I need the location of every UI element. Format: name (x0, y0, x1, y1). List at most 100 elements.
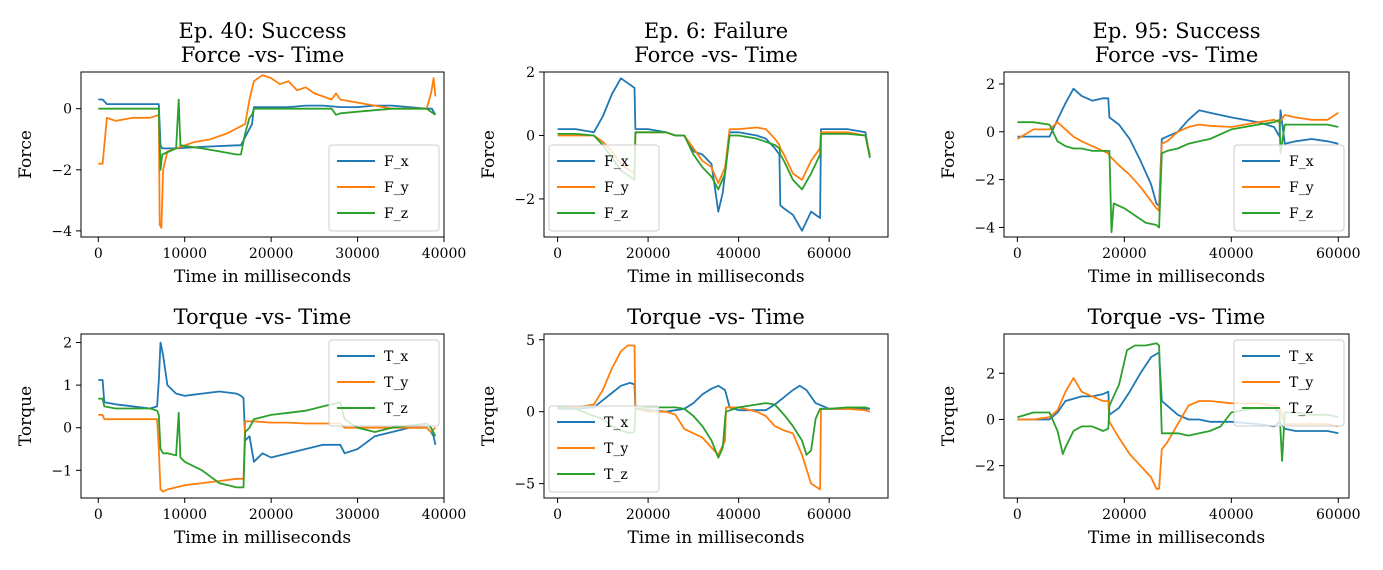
x-tick-label: 0 (94, 507, 103, 523)
series-group (98, 341, 437, 493)
legend-box (1233, 339, 1345, 427)
x-tick-label: 20000 (626, 507, 671, 523)
y-axis-label: Torque (16, 386, 36, 446)
legend-label: F_y (1289, 180, 1314, 196)
y-tick-label: −4 (51, 224, 72, 240)
x-tick-label: 10000 (162, 507, 207, 523)
series-line-f-x (557, 77, 871, 232)
y-tick-label: −2 (974, 173, 995, 189)
legend-label: F_x (384, 154, 409, 170)
y-tick-label: 1 (63, 378, 72, 394)
y-tick-label: 0 (986, 412, 995, 428)
axes-frame (543, 333, 889, 499)
legend-label: F_z (1289, 206, 1313, 222)
legend-label: F_z (604, 206, 628, 222)
y-axis-label: Force (479, 130, 499, 179)
y-tick-label: −4 (974, 220, 995, 236)
x-axis-label: Time in milliseconds (174, 528, 351, 548)
chart-title: Force -vs- Time (181, 43, 345, 67)
x-axis-label: Time in milliseconds (627, 267, 804, 287)
x-tick-label: 60000 (807, 246, 852, 262)
x-tick-label: 0 (553, 246, 562, 262)
chart-title: Force -vs- Time (1095, 43, 1259, 67)
x-tick-label: 0 (94, 246, 103, 262)
x-tick-label: 40000 (422, 507, 467, 523)
y-axis-label: Force (939, 130, 959, 179)
y-tick-label: 0 (63, 102, 72, 118)
legend: T_x T_y T_z (548, 405, 660, 493)
legend-box (328, 144, 440, 232)
legend-box (1233, 144, 1345, 232)
x-tick-label: 60000 (1316, 246, 1361, 262)
y-tick-label: 5 (526, 333, 535, 349)
y-tick-label: 2 (986, 366, 995, 382)
subplot-2: 0 20000 40000 60000 2 0 −2 Time in milliseconds… (479, 19, 889, 287)
x-tick-label: 20000 (249, 246, 294, 262)
legend: T_x T_y T_z (328, 339, 440, 427)
legend-label: F_y (384, 180, 409, 196)
y-axis-label: Force (16, 130, 36, 179)
x-axis-label: Time in milliseconds (1088, 267, 1265, 287)
chart-title: Force -vs- Time (634, 43, 798, 67)
series-line-f-z (1017, 118, 1339, 234)
legend-label: F_x (1289, 154, 1314, 170)
legend-label: T_y (1289, 375, 1313, 391)
x-axis-label: Time in milliseconds (627, 528, 804, 548)
subplot-5: 0 20000 40000 60000 5 0 −5 Time in milliseconds… (479, 305, 889, 548)
x-tick-label: 20000 (249, 507, 294, 523)
axes-frame (1003, 71, 1350, 238)
x-tick-label: 40000 (1209, 507, 1254, 523)
y-tick-label: −2 (514, 192, 535, 208)
legend-label: T_x (604, 415, 628, 431)
series-line-t-y (557, 344, 871, 491)
legend-label: T_x (384, 349, 408, 365)
y-tick-label: 0 (986, 125, 995, 141)
legend-label: F_y (604, 180, 629, 196)
legend-label: T_z (1289, 401, 1313, 417)
legend: F_x F_y F_z (328, 144, 440, 232)
legend-label: F_z (384, 206, 408, 222)
series-line-f-y (1016, 111, 1339, 212)
legend-box (548, 405, 660, 493)
chart-title: Ep. 6: Failure (644, 19, 788, 43)
subplot-1: 0 10000 20000 30000 40000 0 −2 −4 Time in millis… (16, 19, 466, 287)
series-line-f-x (98, 98, 437, 150)
chart-title: Ep. 95: Success (1092, 19, 1260, 43)
series-line-t-z (1017, 342, 1339, 462)
x-tick-label: 20000 (626, 246, 671, 262)
y-tick-label: 2 (526, 65, 535, 81)
x-tick-label: 0 (553, 507, 562, 523)
chart-title: Ep. 40: Success (178, 19, 346, 43)
legend-label: T_z (604, 467, 628, 483)
x-tick-label: 0 (1013, 507, 1022, 523)
x-tick-label: 40000 (1209, 246, 1254, 262)
y-tick-label: −2 (51, 163, 72, 179)
y-tick-label: −1 (51, 463, 72, 479)
legend: F_x F_y F_z (548, 144, 660, 232)
y-tick-label: 2 (63, 336, 72, 352)
y-tick-label: 0 (63, 421, 72, 437)
y-tick-label: 2 (986, 77, 995, 93)
legend-label: T_y (384, 375, 408, 391)
legend-box (548, 144, 660, 232)
axes-frame (1003, 333, 1350, 499)
y-axis-label: Torque (479, 386, 499, 446)
series-group (1016, 87, 1339, 234)
legend-label: T_y (604, 441, 628, 457)
series-group (98, 74, 437, 229)
x-tick-label: 30000 (335, 507, 380, 523)
y-tick-label: 0 (526, 128, 535, 144)
series-line-t-x (98, 341, 437, 463)
axes-frame (80, 71, 445, 238)
legend: F_x F_y F_z (1233, 144, 1345, 232)
axes-frame (80, 333, 445, 499)
x-tick-label: 30000 (335, 246, 380, 262)
chart-title: Torque -vs- Time (627, 305, 805, 329)
series-line-t-y (98, 413, 437, 493)
legend-label: T_z (384, 401, 408, 417)
x-tick-label: 40000 (716, 246, 761, 262)
series-line-t-z (98, 397, 437, 489)
x-tick-label: 40000 (716, 507, 761, 523)
x-axis-label: Time in milliseconds (1088, 528, 1265, 548)
